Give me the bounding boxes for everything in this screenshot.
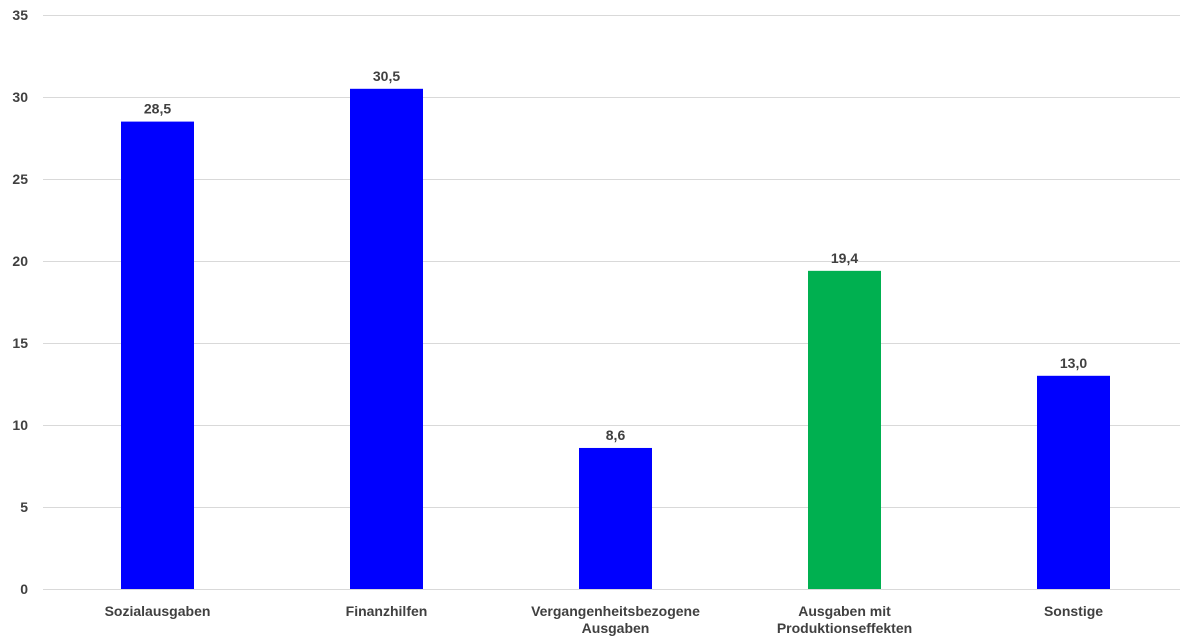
gridlines xyxy=(43,15,1180,590)
y-tick-label: 35 xyxy=(12,7,28,23)
x-tick-label-line: Ausgaben mit xyxy=(798,603,891,619)
y-tick-label: 30 xyxy=(12,89,28,105)
y-axis-ticks: 0 5 10 15 20 25 30 35 xyxy=(12,7,28,597)
data-label: 28,5 xyxy=(144,101,171,117)
y-tick-label: 5 xyxy=(20,499,28,515)
data-label: 19,4 xyxy=(831,250,858,266)
data-label: 30,5 xyxy=(373,68,400,84)
bar xyxy=(1037,375,1110,589)
x-axis-ticks: Sozialausgaben Finanzhilfen Vergangenheits… xyxy=(105,603,1104,636)
x-tick-label-line: Sozialausgaben xyxy=(105,603,211,619)
y-tick-label: 10 xyxy=(12,417,28,433)
x-tick-label-line: Finanzhilfen xyxy=(346,603,428,619)
y-tick-label: 0 xyxy=(20,581,28,597)
x-tick-label: Ausgaben mit Produktionseffekten xyxy=(777,603,912,636)
x-tick-label-line: Vergangenheitsbezogene xyxy=(531,603,700,619)
data-labels: 28,5 30,5 8,6 19,4 13,0 xyxy=(144,68,1087,443)
bar xyxy=(350,88,423,590)
y-tick-label: 25 xyxy=(12,171,28,187)
x-tick-label: Sonstige xyxy=(1044,603,1103,619)
x-tick-label: Vergangenheitsbezogene Ausgaben xyxy=(531,603,700,636)
x-tick-label: Sozialausgaben xyxy=(105,603,211,619)
x-tick-label-line: Produktionseffekten xyxy=(777,620,912,636)
data-label: 8,6 xyxy=(606,427,626,443)
x-tick-label: Finanzhilfen xyxy=(346,603,428,619)
bar xyxy=(121,121,194,589)
y-tick-label: 20 xyxy=(12,253,28,269)
y-tick-label: 15 xyxy=(12,335,28,351)
bar xyxy=(808,270,881,589)
x-tick-label-line: Sonstige xyxy=(1044,603,1103,619)
bar xyxy=(579,447,652,589)
data-label: 13,0 xyxy=(1060,355,1087,371)
bars xyxy=(121,88,1110,590)
x-tick-label-line: Ausgaben xyxy=(582,620,650,636)
